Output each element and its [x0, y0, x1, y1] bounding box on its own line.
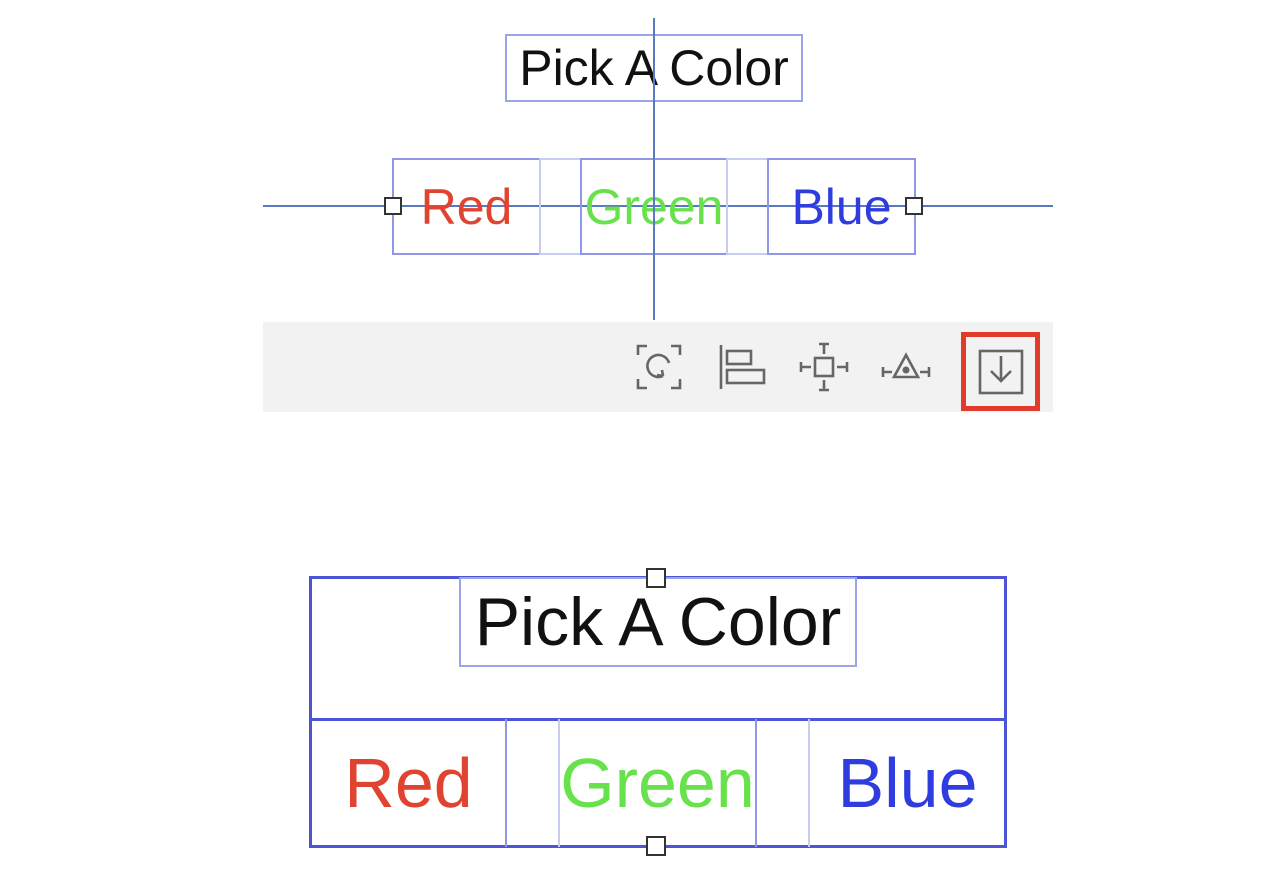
blue-button-top[interactable]: Blue [767, 158, 916, 255]
resize-handle-top[interactable] [646, 568, 666, 588]
embed-in-stack-button[interactable] [961, 332, 1040, 411]
pin-constraints-icon [799, 342, 849, 392]
green-button-label: Green [560, 744, 755, 822]
horizontal-alignment-guide [263, 205, 1053, 207]
update-frames-icon [636, 344, 682, 390]
stack-divider [808, 719, 810, 847]
editor-bottom-toolbar [263, 322, 1053, 412]
stack-spacing-top-1 [539, 158, 582, 255]
resize-handle-left[interactable] [384, 197, 402, 215]
red-button-bottom[interactable]: Red [312, 719, 505, 847]
resize-handle-right[interactable] [905, 197, 923, 215]
update-frames-button[interactable] [631, 336, 687, 398]
resolve-issues-button[interactable] [878, 336, 934, 398]
red-button-top[interactable]: Red [392, 158, 541, 255]
vertical-alignment-guide [653, 18, 655, 320]
blue-button-label: Blue [791, 178, 892, 235]
align-icon [719, 345, 766, 389]
resize-handle-bottom[interactable] [646, 836, 666, 856]
stack-divider [558, 719, 560, 847]
red-button-label: Red [344, 744, 473, 822]
stack-divider [755, 719, 757, 847]
green-button-bottom[interactable]: Green [560, 719, 755, 847]
pin-constraints-button[interactable] [796, 336, 852, 398]
blue-button-bottom[interactable]: Blue [810, 719, 1005, 847]
red-button-label: Red [420, 178, 513, 235]
align-button[interactable] [714, 336, 770, 398]
title-label-text: Pick A Color [474, 584, 842, 660]
resolve-issues-icon [881, 352, 931, 379]
stack-divider [505, 719, 507, 847]
embed-in-stack-icon [978, 349, 1023, 394]
blue-button-label: Blue [837, 744, 978, 822]
stack-row-divider [309, 718, 1007, 721]
stack-spacing-top-2 [726, 158, 769, 255]
title-label-bottom[interactable]: Pick A Color [459, 577, 857, 667]
